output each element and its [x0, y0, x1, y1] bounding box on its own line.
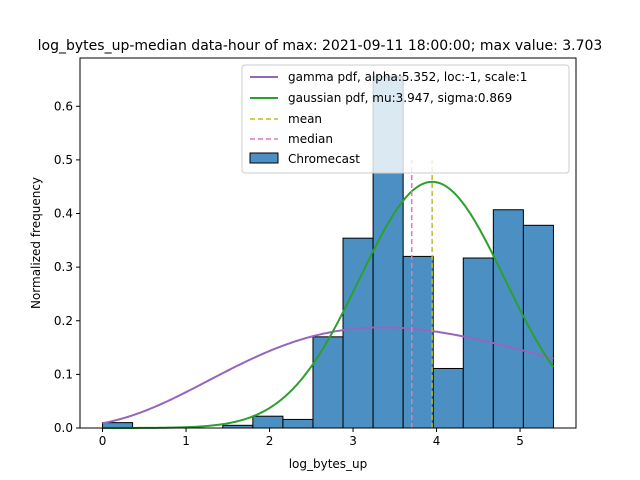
- series-line-gaussian: [102, 180, 555, 429]
- legend-swatch-histogram: [249, 152, 279, 164]
- legend-label-histogram: Chromecast: [288, 152, 360, 166]
- legend-label-gamma: gamma pdf, alpha:5.352, loc:-1, scale:1: [288, 70, 527, 84]
- histogram-bar-12: [462, 257, 494, 429]
- legend-label-mean: mean: [288, 112, 322, 126]
- plot-frame: [79, 57, 577, 429]
- x-tick-label-0: 0: [99, 434, 107, 448]
- reference-lines: [411, 159, 433, 428]
- legend-frame: [241, 64, 570, 174]
- x-axis: 0 1 2 3 4 5: [99, 428, 524, 448]
- y-axis-label: Normalized frequency: [29, 177, 43, 309]
- histogram-bar-10: [402, 255, 434, 429]
- x-axis-label: log_bytes_up: [289, 457, 368, 471]
- histogram-bar-7: [312, 336, 344, 429]
- plot-area: [79, 57, 577, 429]
- y-tick-label-5: 0.5: [54, 153, 73, 167]
- series-line-gamma: [102, 326, 554, 425]
- x-tick-label-2: 2: [266, 434, 274, 448]
- y-axis: 0.0 0.1 0.2 0.3 0.4 0.5 0.6: [54, 99, 80, 435]
- pdf-curves: [102, 180, 555, 429]
- y-tick-label-1: 0.1: [54, 367, 73, 381]
- y-tick-label-6: 0.6: [54, 99, 73, 113]
- chart-title: log_bytes_up-median data-hour of max: 20…: [38, 38, 603, 54]
- x-tick-label-1: 1: [182, 434, 190, 448]
- legend-label-median: median: [288, 132, 333, 146]
- x-tick-label-5: 5: [516, 434, 524, 448]
- histogram-bar-11: [432, 367, 464, 429]
- y-tick-label-0: 0.0: [54, 421, 73, 435]
- legend-label-gaussian: gaussian pdf, mu:3.947, sigma:0.869: [288, 91, 512, 105]
- x-tick-label-4: 4: [433, 434, 441, 448]
- histogram-bar-6: [282, 418, 314, 429]
- y-tick-label-2: 0.2: [54, 314, 73, 328]
- histogram-bar-5: [252, 415, 284, 429]
- x-tick-label-3: 3: [349, 434, 357, 448]
- histogram-bar-13: [492, 209, 524, 429]
- legend: gamma pdf, alpha:5.352, loc:-1, scale:1 …: [241, 64, 570, 174]
- y-tick-label-4: 0.4: [54, 207, 73, 221]
- histogram-bar-8: [342, 237, 374, 429]
- y-tick-label-3: 0.3: [54, 260, 73, 274]
- histogram-bars: [102, 76, 554, 429]
